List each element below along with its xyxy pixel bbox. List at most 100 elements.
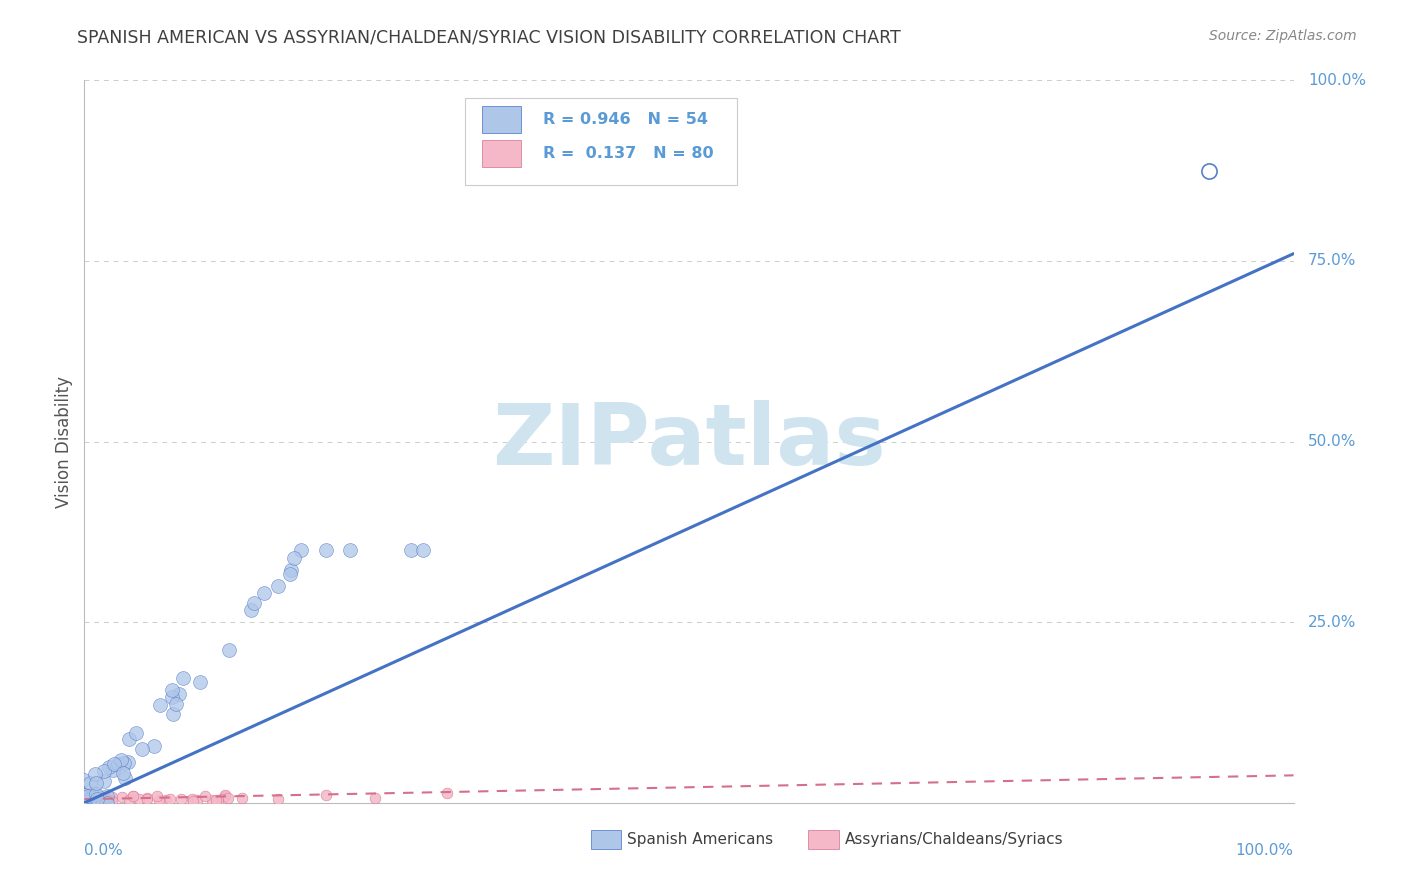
Point [315,789,337,803]
Point [79,792,101,806]
Point [76,796,98,810]
Point [207,792,229,806]
Point [77,796,100,810]
Point [112,756,135,770]
Text: SPANISH AMERICAN VS ASSYRIAN/CHALDEAN/SYRIAC VISION DISABILITY CORRELATION CHART: SPANISH AMERICAN VS ASSYRIAN/CHALDEAN/SY… [77,29,901,46]
Point [86,776,108,790]
Point [290,542,312,557]
Point [111,766,134,780]
Point [77,789,100,804]
Point [93,794,115,808]
Point [75,791,97,805]
Point [80,794,103,808]
Point [77,789,100,804]
Point [148,793,170,807]
Point [135,792,157,806]
Point [82,790,104,805]
Point [84,787,107,801]
Point [82,789,104,804]
Point [181,794,204,808]
Text: ZIPatlas: ZIPatlas [492,400,886,483]
Point [399,542,422,557]
Point [89,793,111,807]
Text: 0.0%: 0.0% [84,843,124,857]
Point [89,789,111,804]
Point [73,789,96,803]
Point [82,791,104,805]
Point [211,792,233,806]
Point [280,563,302,577]
Bar [482,139,520,167]
Point [79,789,101,804]
Point [98,793,121,807]
Point [83,790,105,805]
Point [80,785,103,799]
Point [73,794,96,808]
Text: 100.0%: 100.0% [1308,73,1367,87]
Point [97,760,120,774]
Point [76,789,98,804]
Point [86,788,108,802]
Text: R = 0.946   N = 54: R = 0.946 N = 54 [543,112,707,127]
Point [93,773,115,788]
FancyBboxPatch shape [465,98,737,185]
Point [128,792,150,806]
Point [83,786,105,800]
Point [201,792,224,806]
Point [91,790,114,805]
Point [181,792,204,806]
Point [79,791,101,805]
Point [117,755,139,769]
Point [165,698,187,712]
Point [267,579,290,593]
Point [214,788,236,802]
Point [80,796,103,810]
Point [93,764,115,778]
Point [90,795,112,809]
Point [169,688,191,702]
Point [77,794,100,808]
Point [75,789,97,803]
Point [101,790,124,805]
Point [96,792,118,806]
Point [75,790,97,805]
Text: 50.0%: 50.0% [1308,434,1357,449]
Point [79,796,101,810]
Point [214,789,236,803]
Point [1198,163,1220,178]
Point [107,757,129,772]
Point [267,792,290,806]
Point [73,791,96,805]
Text: Spanish Americans: Spanish Americans [627,832,773,847]
Point [172,671,194,685]
Point [253,585,276,599]
Point [162,706,184,721]
Text: 100.0%: 100.0% [1236,843,1294,857]
Point [96,796,118,810]
Point [111,790,134,805]
Point [186,792,208,806]
Point [103,757,125,772]
Point [91,792,114,806]
Point [87,791,110,805]
Point [149,698,172,713]
Point [278,566,301,581]
Point [80,793,103,807]
Point [75,791,97,805]
Text: 75.0%: 75.0% [1308,253,1357,268]
Point [136,790,159,805]
Point [80,794,103,808]
Point [315,542,337,557]
Point [77,792,100,806]
Point [93,790,115,805]
Point [97,796,120,810]
Point [155,792,177,806]
Point [80,794,103,808]
Bar [482,105,520,133]
Point [90,792,112,806]
Point [100,793,122,807]
Point [83,794,105,808]
Point [242,596,264,610]
Point [436,786,458,800]
Text: Source: ZipAtlas.com: Source: ZipAtlas.com [1209,29,1357,43]
